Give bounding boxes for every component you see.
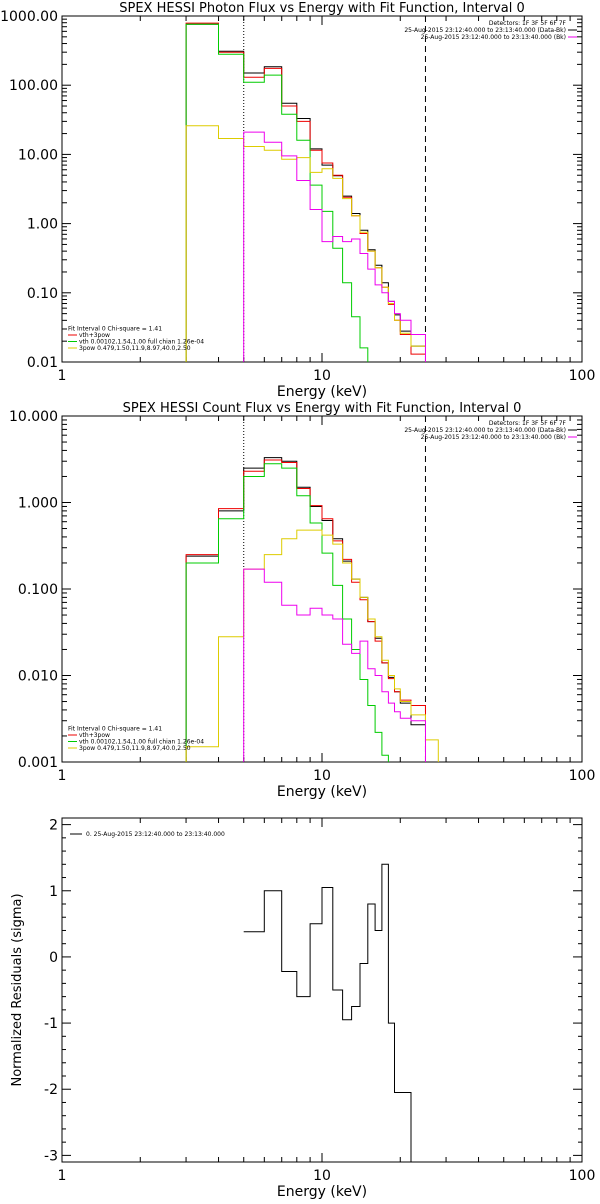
legend-top-entry: Detectors: 1F 3F 5F 6F 7F <box>489 420 567 427</box>
legend-top-entry: 0. 25-Aug-2015 23:12:40.000 to 23:13:40.… <box>86 831 225 838</box>
legend-bottom-entry: vth 0.00102,1.54,1.00 full chian 1.26e-0… <box>79 739 204 746</box>
x-axis-label: Energy (keV) <box>277 1184 367 1200</box>
x-tick-label: 100 <box>569 768 596 784</box>
y-tick-label: 2 <box>49 818 58 834</box>
series-vth+3pow <box>185 459 426 762</box>
y-tick-label: 1.000 <box>18 496 58 512</box>
series-3pow <box>185 125 426 362</box>
legend-bottom: Fit Interval 0 Chi-square = 1.41vth+3pow… <box>68 326 204 352</box>
y-axis-label: Normalized Residuals (sigma) <box>10 893 25 1086</box>
series-group <box>185 22 426 362</box>
chart-panel-3: 1 10 100 Energy (keV) -3 -2 -1 0 1 2 Normalized Re… <box>10 817 596 1200</box>
y-tick-label: 100.00 <box>9 78 58 94</box>
x-tick-label: 100 <box>569 368 596 384</box>
series-3pow <box>185 529 439 762</box>
plot-frame <box>61 415 583 763</box>
series-data-bk <box>185 457 426 762</box>
legend-bottom-entry: 3pow 0.479,1.50,11.9,8.97,40.0,2.50 <box>79 345 191 352</box>
chart-title: SPEX HESSI Count Flux vs Energy with Fit… <box>123 401 522 416</box>
series-vth+3pow <box>185 22 426 362</box>
y-tick-label: 1000.00 <box>0 9 58 25</box>
x-axis-label: Energy (keV) <box>277 384 367 400</box>
series-data-bk <box>185 23 426 362</box>
series-group <box>243 863 426 1162</box>
plot-frame <box>61 817 583 1163</box>
x-tick-label: 1 <box>58 768 67 784</box>
series-vth <box>185 23 369 362</box>
y-tick-label: -2 <box>44 1082 58 1098</box>
chart-title: SPEX HESSI Photon Flux vs Energy with Fi… <box>119 1 525 16</box>
x-tick-label: 10 <box>313 368 331 384</box>
y-tick-label: 10.000 <box>9 409 58 425</box>
legend-bottom-entry: Fit Interval 0 Chi-square = 1.41 <box>68 326 162 333</box>
y-tick-label: 10.00 <box>18 147 58 163</box>
legend-top-entry: 25-Aug-2015 23:12:40.000 to 23:13:40.000… <box>421 434 566 441</box>
legend-top-entry: Detectors: 1F 3F 5F 6F 7F <box>489 20 567 27</box>
legend-top-entry: 25-Aug-2015 23:12:40.000 to 23:13:40.000… <box>404 427 566 434</box>
y-tick-label: 0.01 <box>27 355 58 371</box>
legend-bottom-entry: 3pow 0.479,1.50,11.9,8.97,40.0,2.50 <box>79 745 191 752</box>
y-tick-label: 0.100 <box>18 582 58 598</box>
x-tick-label: 100 <box>569 1168 596 1184</box>
legend-bottom-entry: vth+3pow <box>79 332 110 339</box>
legend-bottom-entry: vth+3pow <box>79 732 110 739</box>
series-bk <box>243 568 426 762</box>
series-bk <box>243 131 426 362</box>
y-tick-label: 0.001 <box>18 755 58 771</box>
legend-bottom-entry: Fit Interval 0 Chi-square = 1.41 <box>68 726 162 733</box>
y-tick-label: -1 <box>44 1016 58 1032</box>
y-tick-label: 0.10 <box>27 286 58 302</box>
y-tick-label: -3 <box>44 1148 58 1164</box>
chart-panel-1: SPEX HESSI Photon Flux vs Energy with Fi… <box>0 1 595 400</box>
legend-top-entry: 25-Aug-2015 23:12:40.000 to 23:13:40.000… <box>421 34 566 41</box>
series-residuals <box>243 863 426 1162</box>
x-tick-label: 10 <box>313 768 331 784</box>
series-group <box>185 457 439 762</box>
x-axis-label: Energy (keV) <box>277 784 367 800</box>
x-tick-label: 1 <box>58 1168 67 1184</box>
y-tick-label: 1.00 <box>27 217 58 233</box>
y-tick-label: 1 <box>49 884 58 900</box>
legend-top-entry: 25-Aug-2015 23:12:40.000 to 23:13:40.000… <box>404 27 566 34</box>
y-tick-label: 0.010 <box>18 669 58 685</box>
legend-bottom-entry: vth 0.00102,1.54,1.00 full chian 1.26e-0… <box>79 339 204 346</box>
chart-panel-2: SPEX HESSI Count Flux vs Energy with Fit… <box>9 401 595 800</box>
series-vth <box>185 463 389 762</box>
legend-bottom: Fit Interval 0 Chi-square = 1.41vth+3pow… <box>68 726 204 752</box>
x-tick-label: 1 <box>58 368 67 384</box>
x-tick-label: 10 <box>313 1168 331 1184</box>
y-tick-label: 0 <box>49 950 58 966</box>
legend-top: 0. 25-Aug-2015 23:12:40.000 to 23:13:40.… <box>70 831 225 838</box>
